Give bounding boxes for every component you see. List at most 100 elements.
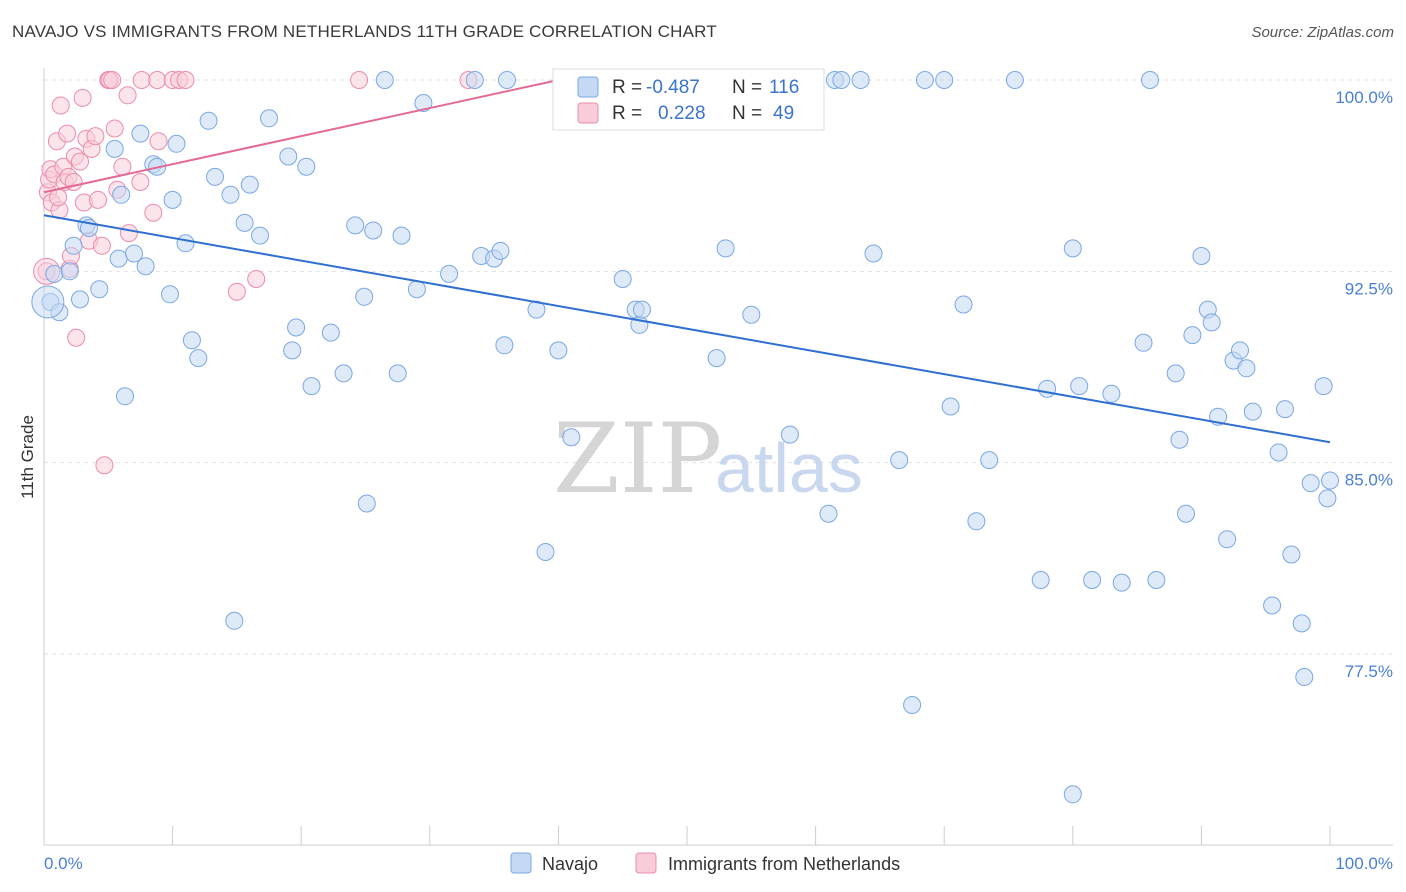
navajo-point-5 [71,290,89,309]
navajo-point-59 [613,270,632,288]
navajo-point-13 [125,244,143,263]
navajo-point-19 [163,190,182,209]
legend-n-value-navajo: 116 [769,77,799,98]
navajo-point-64 [716,239,735,258]
netherlands-point-40 [148,71,167,89]
navajo-point-111 [1301,474,1320,493]
navajo-point-73 [903,696,922,714]
series-navajo [31,71,1339,804]
chart-title: NAVAJO VS IMMIGRANTS FROM NETHERLANDS 11… [12,22,717,41]
x-tick-label-min: 0.0% [44,854,83,873]
netherlands-point-19 [73,88,92,107]
navajo-point-26 [221,185,240,204]
navajo-point-75 [935,71,954,89]
navajo-point-92 [1166,364,1185,383]
navajo-point-31 [260,109,278,128]
legend-r-label-netherlands: R = [612,103,642,124]
navajo-point-46 [407,280,426,299]
navajo-point-30 [251,226,269,245]
y-tick-label-0: 77.5% [1345,662,1393,681]
navajo-point-69 [832,71,851,89]
navajo-point-87 [1102,384,1121,403]
navajo-point-114 [1321,471,1339,490]
navajo-point-24 [199,111,218,130]
netherlands-point-25 [89,190,107,209]
netherlands-point-36 [131,173,150,191]
navajo-point-66 [780,425,799,444]
navajo-point-47 [414,94,433,112]
navajo-point-80 [1005,71,1024,89]
netherlands-point-34 [118,86,137,105]
navajo-point-72 [890,451,909,470]
legend-r-value-netherlands: 0.228 [658,103,706,124]
legend-r-label-navajo: R = [612,77,642,98]
navajo-point-83 [1063,785,1082,804]
trendline-netherlands [43,79,559,194]
bottom-legend-label-netherlands: Immigrants from Netherlands [668,854,900,874]
netherlands-point-30 [103,71,122,89]
netherlands-point-27 [95,456,114,475]
navajo-point-54 [498,71,516,89]
navajo-point-105 [1263,596,1282,615]
navajo-point-12 [116,387,134,406]
navajo-point-36 [302,377,321,396]
navajo-point-34 [287,318,306,337]
stats-legend: R = -0.487 N = 116 R = 0.228 N = 49 [552,68,825,131]
navajo-point-33 [283,341,302,360]
navajo-point-103 [1237,359,1256,378]
y-tick-labels: 77.5% 85.0% 92.5% 100.0% [1335,88,1393,681]
netherlands-point-37 [132,71,151,89]
netherlands-point-39 [149,132,168,151]
legend-n-label-netherlands: N = [732,103,762,124]
navajo-point-39 [346,216,365,235]
bottom-legend-swatch-netherlands [635,852,657,874]
navajo-point-29 [240,175,259,194]
navajo-point-27 [225,611,244,630]
netherlands-point-31 [105,119,124,138]
legend-n-value-netherlands: 49 [773,103,794,124]
navajo-point-58 [562,428,581,447]
navajo-point-10 [109,249,128,268]
navajo-point-9 [105,139,124,158]
navajo-point-77 [954,295,973,314]
netherlands-point-45 [247,270,266,288]
navajo-point-100 [1218,530,1237,549]
netherlands-point-43 [176,71,195,89]
navajo-point-82 [1038,379,1057,398]
x-tick-label-max: 100.0% [1335,854,1393,873]
netherlands-point-8 [51,96,70,115]
navajo-point-55 [527,300,546,319]
navajo-point-40 [355,287,374,306]
netherlands-point-24 [86,127,105,146]
legend-swatch-netherlands [577,102,599,124]
navajo-point-98 [1202,313,1221,332]
navajo-point-95 [1183,326,1202,345]
bottom-legend-label-navajo: Navajo [542,854,598,874]
navajo-point-65 [742,305,761,324]
navajo-point-107 [1276,400,1294,419]
legend-r-value-navajo: -0.487 [646,77,700,98]
netherlands-point-26 [92,236,111,255]
y-axis-title: 11th Grade [18,415,37,499]
navajo-point-106 [1269,443,1288,462]
navajo-point-102 [1231,341,1249,360]
navajo-point-21 [176,234,195,253]
navajo-point-79 [980,451,999,470]
netherlands-point-17 [67,328,86,347]
watermark-zip: ZIP [553,403,722,515]
navajo-point-23 [189,349,208,368]
legend-swatch-navajo [577,76,599,98]
navajo-point-38 [334,364,353,383]
navajo-point-76 [941,397,960,416]
netherlands-point-38 [144,203,163,222]
source-label: Source: ZipAtlas.com [1251,24,1394,41]
navajo-point-14 [131,124,150,143]
navajo-point-94 [1177,504,1195,523]
navajo-point-44 [388,364,407,383]
navajo-point-8 [90,280,109,299]
navajo-point-115 [633,300,651,319]
navajo-point-96 [1192,247,1211,265]
navajo-point-88 [1112,573,1131,592]
navajo-point-108 [1282,545,1301,564]
navajo-point-35 [297,157,316,176]
